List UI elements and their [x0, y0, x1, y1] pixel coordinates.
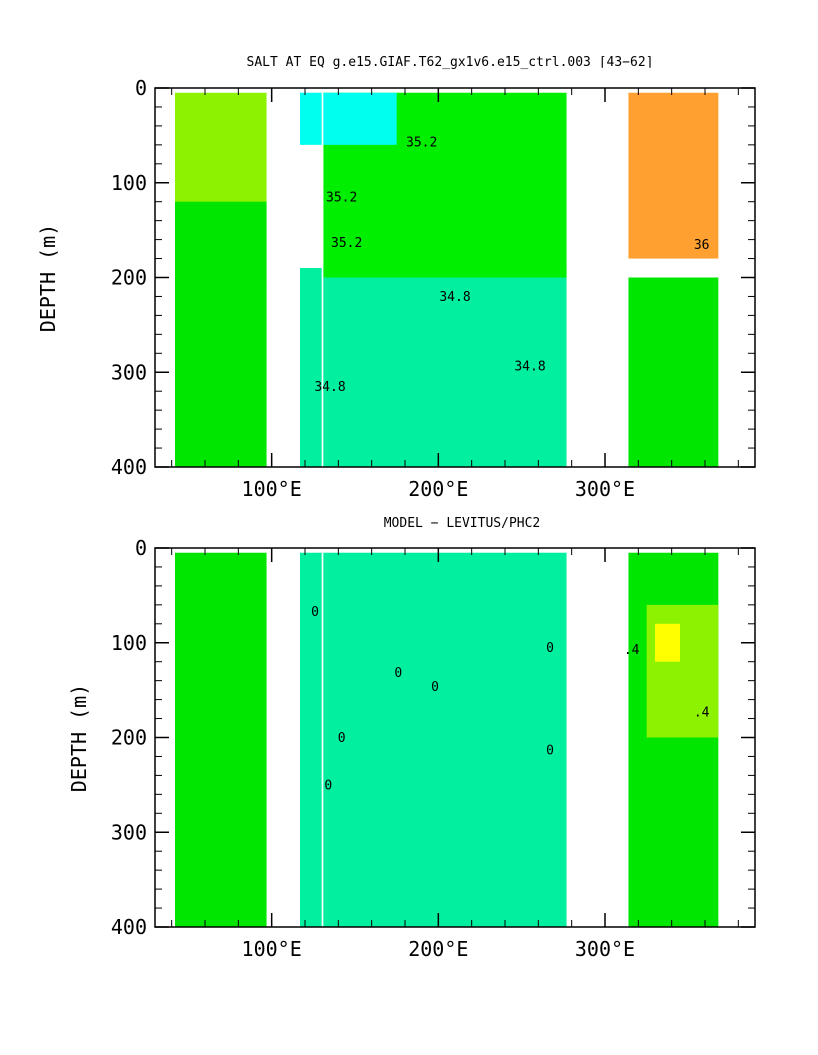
land-gap: [566, 88, 629, 467]
land-gap: [566, 548, 629, 927]
salinity-panel-title: SALT AT EQ g.e15.GIAF.T62_gx1v6.e15_ctrl…: [247, 55, 654, 70]
y-tick-label: 200: [111, 726, 147, 750]
y-tick-label: 400: [111, 915, 147, 939]
y-tick-label: 100: [111, 631, 147, 655]
y-tick-label: 200: [111, 266, 147, 290]
filled-region: [300, 552, 567, 927]
contour-label: 0: [546, 641, 554, 656]
x-tick-label: 300°E: [575, 477, 635, 501]
y-tick-label: 0: [135, 536, 147, 560]
y-tick-label: 0: [135, 76, 147, 100]
filled-region: [628, 92, 719, 259]
filled-region: [300, 268, 567, 467]
contour-label: 0: [324, 779, 332, 794]
contour-label: 35.2: [326, 191, 357, 206]
filled-region: [175, 201, 267, 467]
filled-region: [655, 623, 680, 662]
contour-label: 34.8: [439, 290, 470, 305]
salinity-plot-area: 0 100 200 300 400 100°E 200°E 300°E 35.2 35.2 35.2…: [111, 76, 756, 501]
x-tick-label: 200°E: [408, 937, 468, 961]
land-gap: [321, 88, 324, 467]
y-tick-label: 300: [111, 820, 147, 844]
salinity-y-axis-label: DEPTH (m): [36, 224, 60, 332]
land-gap: [266, 548, 300, 927]
x-tick-label: 100°E: [242, 937, 302, 961]
contour-label: 0: [338, 731, 346, 746]
x-tick-label: 200°E: [408, 477, 468, 501]
difference-y-axis-label: DEPTH (m): [67, 684, 91, 792]
difference-panel: MODEL − LEVITUS/PHC2 0 100 200 300 400 100°E 2…: [67, 516, 756, 961]
x-tick-label: 100°E: [242, 477, 302, 501]
y-tick-label: 100: [111, 171, 147, 195]
filled-region: [175, 552, 267, 927]
contour-label: 36: [694, 238, 710, 253]
contour-label: 34.8: [514, 359, 545, 374]
contour-label: 35.2: [406, 136, 437, 151]
land-gap: [321, 548, 324, 927]
contour-label: 0: [431, 680, 439, 695]
contour-label: .4: [624, 643, 640, 658]
x-tick-label: 300°E: [575, 937, 635, 961]
y-tick-label: 400: [111, 455, 147, 479]
contour-label: 0: [546, 744, 554, 759]
difference-panel-title: MODEL − LEVITUS/PHC2: [384, 516, 541, 531]
contour-label: 0: [311, 605, 319, 620]
contour-label: 35.2: [331, 236, 362, 251]
salinity-panel: SALT AT EQ g.e15.GIAF.T62_gx1v6.e15_ctrl…: [36, 55, 756, 501]
contour-label: 0: [394, 666, 402, 681]
land-gap: [266, 88, 300, 467]
filled-region: [300, 92, 397, 145]
y-tick-label: 300: [111, 360, 147, 384]
difference-plot-area: 0 100 200 300 400 100°E 200°E 300°E 0 0 0 0 0 0 0 .4 .4: [111, 536, 756, 961]
contour-label: 34.8: [314, 380, 345, 395]
contour-label: .4: [694, 706, 710, 721]
filled-region: [628, 277, 719, 467]
